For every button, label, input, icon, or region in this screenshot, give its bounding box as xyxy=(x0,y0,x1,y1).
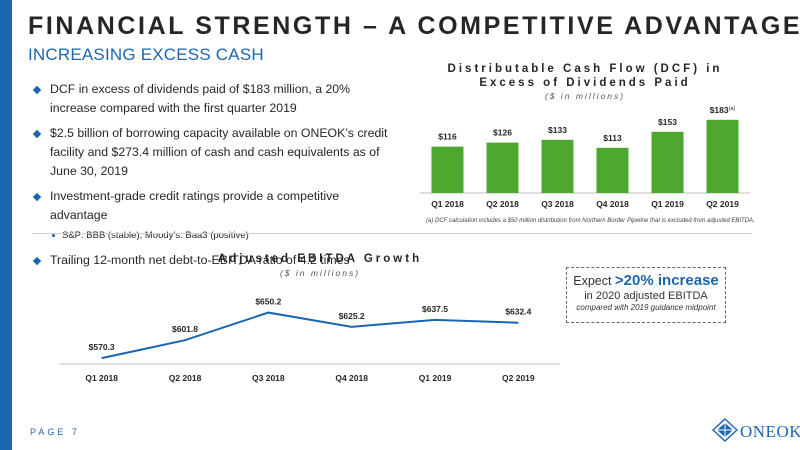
dcf-data-label: $116 xyxy=(438,132,457,142)
diamond-bullet-icon xyxy=(32,192,42,202)
dcf-bar xyxy=(541,139,574,193)
diamond-bullet-icon xyxy=(32,85,42,95)
callout-prefix: Expect xyxy=(573,274,615,288)
ebitda-data-label: $632.4 xyxy=(505,307,531,317)
dcf-category-label: Q1 2019 xyxy=(651,199,684,209)
bullet-credit-ratings: Investment-grade credit ratings provide … xyxy=(32,187,392,225)
dcf-bar xyxy=(706,119,739,193)
dcf-footnote: (a) DCF calculation includes a $50 milli… xyxy=(426,218,755,224)
callout-line2: in 2020 adjusted EBITDA xyxy=(584,290,708,302)
dcf-data-label: $126 xyxy=(493,128,512,138)
ebitda-data-label: $650.2 xyxy=(255,297,281,307)
dcf-category-label: Q4 2018 xyxy=(596,199,629,209)
page-subtitle: INCREASING EXCESS CASH xyxy=(28,45,264,64)
sub-bullet-ratings: S&P: BBB (stable); Moody’s: Baa3 (positi… xyxy=(32,229,392,243)
callout-line1: Expect >20% increase xyxy=(567,272,725,289)
dcf-category-label: Q2 2019 xyxy=(706,199,739,209)
dcf-data-label: $183(a) xyxy=(710,105,736,115)
ebitda-category-label: Q1 2019 xyxy=(419,373,452,383)
diamond-bullet-icon xyxy=(32,256,42,266)
bullet-debt-ratio: Trailing 12-month net debt-to-EBITDA rat… xyxy=(32,251,392,270)
dcf-bar xyxy=(596,147,629,193)
dcf-bar xyxy=(431,146,464,193)
guidance-callout: Expect >20% increase in 2020 adjusted EB… xyxy=(566,267,726,323)
ebitda-category-label: Q2 2019 xyxy=(502,373,535,383)
bullet-list: DCF in excess of dividends paid of $183 … xyxy=(32,80,392,276)
dcf-bar-chart: $116 Q1 2018 $126 Q2 2018 $133 Q3 2018 $113 Q4 … xyxy=(420,105,750,209)
ebitda-series-line xyxy=(101,311,519,360)
sub-bullet-text: S&P: BBB (stable); Moody’s: Baa3 (positi… xyxy=(62,230,249,241)
oneok-logo-icon xyxy=(712,418,738,442)
dot-bullet-icon xyxy=(52,234,55,237)
ebitda-data-label: $625.2 xyxy=(339,311,365,321)
ebitda-chart-units: ($ in millions) xyxy=(279,268,361,278)
bullet-text: $2.5 billion of borrowing capacity avail… xyxy=(50,126,388,178)
bullet-borrowing-capacity: $2.5 billion of borrowing capacity avail… xyxy=(32,124,392,181)
dcf-category-label: Q1 2018 xyxy=(431,199,464,209)
ebitda-line-chart: $570.3 Q1 2018 $601.8 Q2 2018 $650.2 Q3 2018 $… xyxy=(60,297,560,383)
page-number: PAGE 7 xyxy=(30,427,80,437)
bullet-dcf: DCF in excess of dividends paid of $183 … xyxy=(32,80,392,118)
ebitda-category-label: Q3 2018 xyxy=(252,373,285,383)
dcf-chart-title: Distributable Cash Flow (DCF) in Excess … xyxy=(420,62,750,90)
section-divider xyxy=(32,233,752,234)
dcf-title-line2: Excess of Dividends Paid xyxy=(479,77,691,89)
page-title: FINANCIAL STRENGTH – A COMPETITIVE ADVAN… xyxy=(28,12,800,40)
dcf-data-label: $133 xyxy=(548,125,567,135)
ebitda-category-label: Q1 2018 xyxy=(85,373,118,383)
dcf-data-label: $153 xyxy=(658,117,677,127)
dcf-title-line1: Distributable Cash Flow (DCF) in xyxy=(447,63,723,75)
callout-line3: compared with 2019 guidance midpoint xyxy=(576,303,716,312)
bullet-text: Investment-grade credit ratings provide … xyxy=(50,189,340,222)
bullet-text: DCF in excess of dividends paid of $183 … xyxy=(50,82,351,115)
dcf-category-label: Q3 2018 xyxy=(541,199,574,209)
left-accent-bar xyxy=(0,0,12,450)
logo-text: ONEOK xyxy=(740,422,800,441)
ebitda-data-label: $637.5 xyxy=(422,304,448,314)
ebitda-data-label: $601.8 xyxy=(172,324,198,334)
dcf-bar xyxy=(486,142,519,193)
dcf-chart-units: ($ in millions) xyxy=(544,91,626,101)
diamond-bullet-icon xyxy=(32,129,42,139)
ebitda-category-label: Q2 2018 xyxy=(169,373,202,383)
bullet-text: Trailing 12-month net debt-to-EBITDA rat… xyxy=(50,253,350,267)
ebitda-chart-title: Adjusted EBITDA Growth xyxy=(217,253,423,265)
ebitda-category-label: Q4 2018 xyxy=(335,373,368,383)
dcf-data-label: $113 xyxy=(603,133,622,143)
dcf-category-label: Q2 2018 xyxy=(486,199,519,209)
callout-highlight: >20% increase xyxy=(614,272,719,289)
ebitda-data-label: $570.3 xyxy=(89,342,115,352)
dcf-bar xyxy=(651,131,684,193)
